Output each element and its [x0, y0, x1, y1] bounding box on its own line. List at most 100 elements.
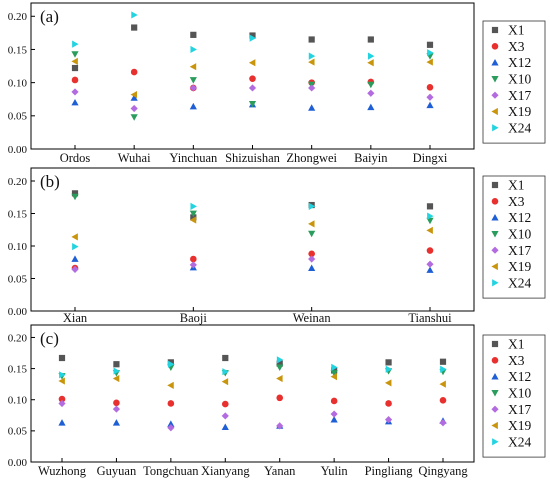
point-x12-baiyin — [367, 103, 375, 111]
legend-label-x24: X24 — [508, 275, 531, 290]
point-x17-shizuishan — [248, 84, 257, 92]
series-x3 — [58, 394, 447, 408]
point-x1-baiyin — [367, 36, 374, 43]
point-x12-weinan — [308, 264, 316, 271]
point-x12-yulin — [330, 416, 338, 423]
point-x10-baoji — [189, 210, 197, 218]
series-x10 — [71, 193, 434, 238]
point-x24-yinchuan — [190, 45, 197, 54]
point-x19-zhongwei — [308, 58, 315, 66]
y-tick-label: 0.20 — [8, 11, 28, 23]
point-x24-ordos — [72, 40, 79, 48]
point-x12-tianshui — [426, 266, 434, 273]
category-label-xianyang: Xianyang — [201, 464, 250, 478]
y-tick-label: 0.10 — [8, 241, 28, 253]
legend-marker-x3 — [491, 357, 499, 364]
category-label-baoji: Baoji — [180, 311, 208, 325]
point-x17-pingliang — [384, 416, 393, 424]
legend-label-x19: X19 — [508, 418, 531, 433]
legend-label-x3: X3 — [508, 39, 525, 54]
point-x17-baoji — [189, 261, 197, 269]
point-x3-dingxi — [426, 83, 434, 91]
point-x12-xianyang — [221, 423, 229, 431]
point-x1-yanan — [276, 360, 283, 367]
point-x19-wuzhong — [58, 377, 65, 385]
legend-marker-x1 — [491, 26, 499, 34]
legend-label-x10: X10 — [508, 72, 531, 87]
point-x17-xian — [71, 265, 79, 273]
legend-marker-x12 — [491, 59, 499, 66]
point-x24-tongchuan — [167, 360, 175, 368]
point-x24-dingxi — [427, 49, 434, 57]
y-tick-label: 0.00 — [8, 306, 28, 318]
point-x19-yanan — [276, 374, 283, 383]
y-tick-label: 0.20 — [8, 332, 28, 344]
point-x24-shizuishan — [249, 34, 257, 42]
point-x3-shizuishan — [249, 75, 256, 82]
legend-marker-x17 — [491, 246, 499, 254]
series-x17 — [58, 399, 447, 432]
series-x17 — [71, 255, 434, 273]
point-x3-guyuan — [113, 399, 120, 407]
category-label-xian: Xian — [63, 311, 88, 325]
point-x10-tianshui — [426, 217, 434, 225]
legend-marker-x17 — [491, 91, 499, 99]
point-x24-tianshui — [427, 212, 434, 220]
point-x1-guyuan — [113, 361, 120, 368]
series-x12 — [71, 255, 434, 273]
point-x24-baiyin — [367, 52, 375, 60]
point-x19-pingliang — [384, 379, 392, 387]
point-x19-qingyang — [439, 380, 446, 388]
point-x24-xianyang — [222, 368, 229, 376]
point-x12-wuzhong — [58, 419, 66, 426]
y-tick-label: 0.05 — [8, 273, 28, 285]
point-x1-shizuishan — [249, 32, 256, 39]
legend-marker-x3 — [491, 43, 499, 50]
y-tick-label: 0.20 — [8, 176, 28, 188]
category-label-guyuan: Guyuan — [97, 464, 137, 478]
category-label-shizuishan: Shizuishan — [225, 151, 281, 165]
point-x19-tianshui — [426, 226, 433, 234]
point-x10-shizuishan — [248, 100, 257, 108]
point-x19-baoji — [189, 216, 197, 224]
point-x19-tongchuan — [167, 381, 174, 390]
point-x1-yinchuan — [190, 31, 197, 38]
legend-label-x3: X3 — [508, 194, 525, 209]
point-x1-qingyang — [439, 358, 447, 365]
legend-marker-x12 — [491, 214, 499, 221]
point-x24-wuzhong — [59, 371, 66, 379]
legend-marker-x12 — [491, 373, 499, 380]
point-x12-xian — [71, 255, 79, 262]
point-x19-weinan — [308, 220, 315, 228]
point-x10-yulin — [330, 370, 338, 377]
legend-marker-x19 — [491, 421, 498, 430]
legend-marker-x17 — [491, 405, 499, 413]
y-tick-label: 0.05 — [8, 426, 28, 438]
point-x17-xianyang — [221, 412, 229, 420]
point-x24-yulin — [331, 363, 338, 371]
panel-label: (a) — [40, 7, 59, 26]
point-x19-ordos — [71, 57, 78, 65]
legend-label-x24: X24 — [508, 434, 531, 449]
point-x3-wuzhong — [58, 395, 66, 403]
category-label-wuzhong: Wuzhong — [38, 464, 87, 478]
point-x19-yinchuan — [189, 63, 197, 71]
chart-panel-1: 0.00 0.05 0.10 0.15 0.20 Ordos Wuhai Yinchuan Sh… — [8, 2, 546, 165]
point-x24-qingyang — [440, 365, 447, 373]
point-x12-zhongwei — [308, 104, 316, 111]
point-x19-wuhai — [130, 90, 138, 99]
legend-label-x17: X17 — [508, 402, 531, 417]
series-x24 — [72, 11, 434, 60]
y-tick-label: 0.15 — [8, 363, 28, 375]
point-x17-tongchuan — [167, 424, 175, 432]
point-x1-zhongwei — [308, 36, 315, 43]
point-x3-ordos — [71, 76, 79, 84]
legend-label-x1: X1 — [508, 23, 525, 38]
point-x3-wuhai — [130, 68, 138, 76]
legend-marker-x19 — [491, 262, 498, 271]
point-x1-wuhai — [131, 24, 138, 31]
